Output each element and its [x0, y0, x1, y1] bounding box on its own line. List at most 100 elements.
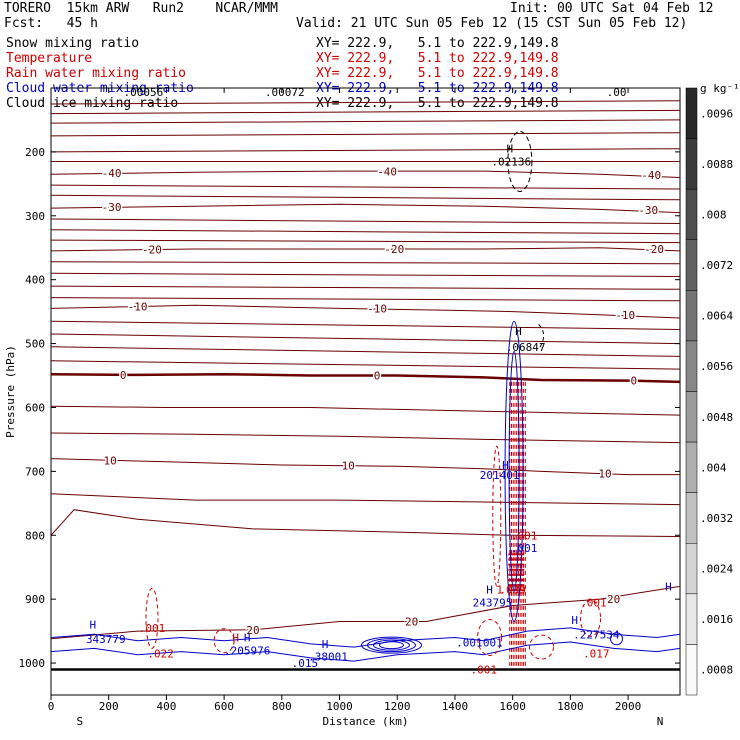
contour-annotation: .00	[607, 86, 627, 99]
isotherm-line	[50, 109, 681, 115]
colorbar-unit: g kg⁻¹	[700, 82, 740, 95]
rain-water-contour	[145, 587, 159, 649]
isotherm-label: -10	[615, 309, 635, 322]
contour-annotation: .001	[456, 637, 483, 650]
rain-water-contour	[213, 628, 235, 654]
isotherm-line	[50, 218, 681, 224]
isotherm-line	[50, 148, 681, 153]
contour-annotation: .001	[471, 663, 498, 676]
colorbar-label: .0008	[700, 664, 733, 677]
colorbar-segment	[685, 441, 698, 493]
isotherm-line	[50, 432, 681, 444]
contour-annotation: .001	[511, 542, 538, 555]
cloud-ice-contour	[507, 130, 533, 192]
colorbar-segment	[685, 138, 698, 190]
y-tick-label: 1000	[19, 657, 46, 670]
colorbar-label: .0032	[700, 512, 733, 525]
contour-annotation: .001	[511, 529, 538, 542]
rain-water-contour	[492, 445, 502, 587]
contour-annotation: .017	[583, 647, 610, 660]
contour-annotation: H	[571, 614, 578, 627]
colorbar-label: .0048	[700, 411, 733, 424]
colorbar-segment	[685, 340, 698, 392]
x-tick-label: 600	[214, 700, 234, 713]
contour-annotation: H	[515, 325, 522, 338]
contour-annotation: H	[665, 580, 672, 593]
plot-frame	[50, 87, 681, 696]
field-rain-xy: XY= 222.9, 5.1 to 222.9,149.8	[316, 66, 559, 81]
cloud-water-contour	[508, 350, 520, 592]
x-tick-label: 200	[99, 700, 119, 713]
isotherm-label: 10	[598, 467, 611, 480]
forecast-hour: Fcst: 45 h	[4, 16, 98, 31]
isotherm-label: 20	[405, 616, 418, 629]
isotherm-line	[50, 333, 681, 345]
contour-annotation: .02136	[491, 155, 531, 168]
isotherm-line	[50, 239, 681, 244]
colorbar-segment	[685, 644, 698, 696]
y-tick-label: 700	[25, 465, 45, 478]
y-axis-title: Pressure (hPa)	[4, 345, 17, 438]
cloud-water-contour	[378, 641, 404, 650]
contour-annotation: H	[322, 638, 329, 651]
isotherm-label: -30	[102, 201, 122, 214]
contour-annotation: .001	[476, 637, 503, 650]
isotherm-line	[50, 297, 681, 302]
contour-annotation: .00072	[265, 86, 305, 99]
contour-annotation: .00056	[123, 86, 163, 99]
field-cloudice-xy: XY= 222.9, 5.1 to 222.9,149.8	[316, 96, 559, 111]
colorbar-label: .0088	[700, 158, 733, 171]
isotherm-label: -40	[102, 167, 122, 180]
contour-annotation: 201401	[480, 469, 520, 482]
isotherm-20	[50, 585, 681, 640]
isotherm-line	[50, 405, 681, 416]
x-tick-label: 800	[272, 700, 292, 713]
cloud-water-contour	[372, 639, 410, 651]
isotherm-line	[50, 261, 681, 265]
isotherm-label: 10	[104, 455, 117, 468]
colorbar-label: .004	[700, 461, 727, 474]
colorbar-segment	[685, 87, 698, 139]
isotherm-label: -10	[367, 302, 387, 315]
colorbar-segment	[685, 593, 698, 645]
colorbar-segment	[685, 188, 698, 241]
cloud-water-contour	[610, 632, 624, 646]
isotherm-line	[50, 346, 681, 357]
header: TORERO 15km ARW Run2 NCAR/MMM Init: 00 U…	[0, 0, 740, 115]
contour-annotation: 243795	[473, 596, 513, 609]
isotherm-minus20	[50, 247, 681, 252]
isotherm-line	[50, 132, 681, 137]
contour-annotation: H	[486, 584, 493, 597]
isotherm-label: 10	[342, 460, 355, 473]
contour-annotation: .38001	[308, 651, 348, 664]
contour-annotation: .001	[139, 622, 166, 635]
y-tick-label: 600	[25, 401, 45, 414]
isotherm-label: -30	[638, 204, 658, 217]
y-tick-label: 300	[25, 210, 45, 223]
isotherm-minus30	[50, 203, 681, 214]
isotherm-label: -10	[128, 301, 148, 314]
contour-annotation: H	[506, 143, 513, 156]
contour-annotation: .205976	[224, 644, 270, 657]
x-tick-label: 1400	[442, 700, 469, 713]
x-tick-label: 1800	[557, 700, 584, 713]
field-temperature-name: Temperature	[6, 51, 93, 66]
colorbar-segment	[685, 543, 698, 595]
isotherm-line	[50, 272, 681, 277]
direction-south: S	[77, 715, 84, 728]
direction-north: N	[657, 715, 664, 728]
isotherm-line	[50, 320, 681, 330]
contour-annotation: H	[502, 459, 509, 472]
contour-annotation: H	[244, 631, 251, 644]
field-rain-name: Rain water mixing ratio	[6, 66, 187, 81]
contour-annotation: 1	[496, 584, 503, 597]
colorbar-segment	[685, 391, 698, 443]
isotherm-line	[50, 229, 681, 235]
isotherm-line	[50, 119, 681, 124]
x-tick-label: 1000	[326, 700, 353, 713]
colorbar-label: .0024	[700, 563, 733, 576]
x-axis-title: Distance (km)	[322, 715, 408, 728]
isotherm-line	[50, 493, 681, 506]
x-tick-label: 0	[48, 700, 55, 713]
